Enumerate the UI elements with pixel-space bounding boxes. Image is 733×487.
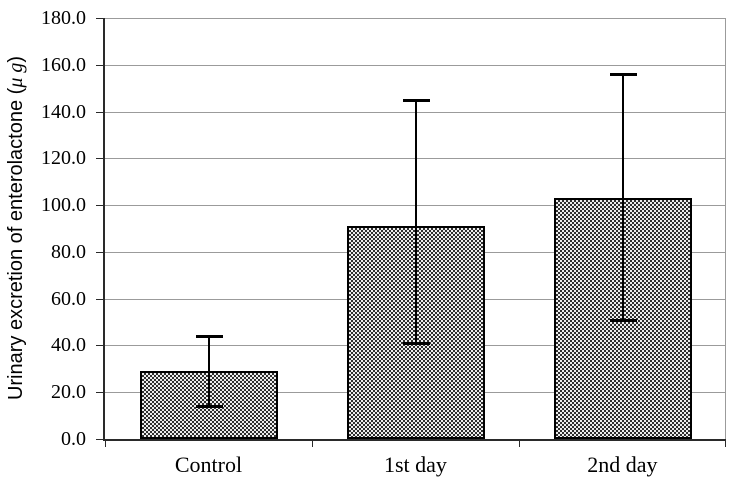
plot-area (96, 18, 726, 447)
error-bar-cap-bottom-2nd-day (610, 319, 637, 322)
y-tick-mark (96, 392, 103, 393)
y-tick-label: 20.0 (51, 381, 86, 403)
y-tick-mark (96, 18, 103, 19)
y-tick-label: 40.0 (51, 334, 86, 356)
x-tick-mark (105, 441, 106, 447)
error-bar-cap-top-control (196, 335, 223, 338)
y-tick-label: 140.0 (41, 101, 86, 123)
y-tick-mark (96, 158, 103, 159)
y-axis-title: Urinary excretion of enterolactone (μ g) (3, 28, 29, 428)
error-bar-cap-top-2nd-day (610, 73, 637, 76)
x-tick-mark (312, 441, 313, 447)
y-tick-mark (96, 65, 103, 66)
y-tick-mark (96, 345, 103, 346)
plot-right-border (725, 18, 726, 439)
x-tick-mark (725, 441, 726, 447)
y-tick-label: 120.0 (41, 147, 86, 169)
y-tick-label: 160.0 (41, 54, 86, 76)
y-tick-label: 80.0 (51, 241, 86, 263)
gridline (105, 65, 726, 66)
x-tick-mark (519, 441, 520, 447)
category-label-control: Control (174, 452, 243, 477)
y-tick-mark (96, 112, 103, 113)
error-bar-cap-top-1st-day (403, 99, 430, 102)
category-label-1st-day: 1st day (383, 452, 447, 477)
y-tick-label: 100.0 (41, 194, 86, 216)
y-tick-mark (96, 299, 103, 300)
category-label-2nd-day: 2nd day (587, 452, 658, 477)
y-tick-mark (96, 252, 103, 253)
x-axis-category-labels: Control 1st day 2nd day (105, 452, 726, 482)
error-bar-line-1st-day (415, 100, 417, 343)
gridline (105, 18, 726, 19)
error-bar-line-control (208, 336, 210, 406)
y-tick-label: 180.0 (41, 7, 86, 29)
error-bar-cap-bottom-1st-day (403, 342, 430, 345)
y-tick-label: 60.0 (51, 288, 86, 310)
error-bar-cap-bottom-control (196, 405, 223, 408)
error-bar-line-2nd-day (622, 74, 624, 320)
y-tick-mark (96, 205, 103, 206)
y-tick-label: 0.0 (61, 428, 86, 450)
y-tick-mark (96, 439, 103, 440)
